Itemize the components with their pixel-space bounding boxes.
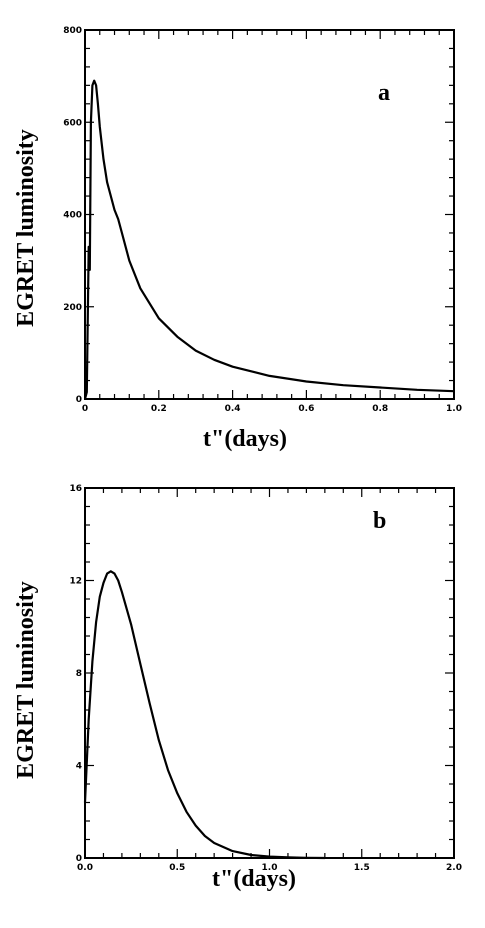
panel-a-y-tick-label: 600 bbox=[63, 118, 82, 128]
panel-b-x-tick-label: 1.0 bbox=[262, 863, 278, 873]
panel-b-y-tick-label: 16 bbox=[69, 484, 82, 494]
panel-a-series-line bbox=[83, 79, 455, 400]
panel-a-y-tick-label: 0 bbox=[76, 395, 82, 405]
panel-a-y-tick-label: 200 bbox=[63, 303, 82, 313]
panel-a-xlabel: t"(days) bbox=[203, 426, 287, 452]
panel-b-x-tick-label: 0.5 bbox=[169, 863, 185, 873]
panel-b-x-tick-label: 1.5 bbox=[354, 863, 370, 873]
panel-b-y-tick-label: 4 bbox=[76, 762, 82, 772]
panel-a-x-tick-label: 0.2 bbox=[151, 404, 167, 414]
panel-b-frame bbox=[84, 487, 455, 859]
panel-a-y-tick-label: 800 bbox=[63, 26, 82, 36]
panel-b-y-tick-label: 8 bbox=[76, 669, 82, 679]
panel-b-y-tick-label: 0 bbox=[76, 854, 82, 864]
panel-a-plot-area: 0 0.2 0.4 0.6 0.8 1.0 0 200 400 600 800 bbox=[63, 26, 462, 414]
panel-b-ylabel: EGRET luminosity bbox=[13, 581, 39, 779]
panel-a-x-tick-label: 0 bbox=[82, 404, 88, 414]
panel-b-label: b bbox=[373, 508, 386, 534]
panel-a-x-tick-label: 0.6 bbox=[298, 404, 314, 414]
chart-panel-a: EGRET luminosity a 0 0.2 0.4 0.6 0.8 1.0 0 200 4… bbox=[13, 26, 462, 452]
panel-b-x-tick-label: 0.0 bbox=[77, 863, 93, 873]
panel-b-y-tick-label: 12 bbox=[69, 577, 82, 587]
panel-a-label: a bbox=[378, 80, 390, 106]
panel-a-x-tick-label: 0.8 bbox=[372, 404, 388, 414]
panel-a-ylabel: EGRET luminosity bbox=[13, 129, 39, 327]
panel-a-x-tick-label: 1.0 bbox=[446, 404, 462, 414]
panel-b-series-line bbox=[83, 570, 325, 860]
panel-a-x-tick-label: 0.4 bbox=[225, 404, 241, 414]
panel-a-y-tick-label: 400 bbox=[63, 211, 82, 221]
chart-panel-b: EGRET luminosity b 0.0 0.5 1.0 1.5 2.0 0 4 8 12 1… bbox=[13, 484, 462, 892]
panel-a-frame bbox=[84, 29, 455, 400]
panel-b-plot-area: 0.0 0.5 1.0 1.5 2.0 0 4 8 12 16 bbox=[69, 484, 462, 873]
panel-b-xlabel: t"(days) bbox=[212, 866, 296, 892]
panel-b-x-tick-label: 2.0 bbox=[446, 863, 462, 873]
